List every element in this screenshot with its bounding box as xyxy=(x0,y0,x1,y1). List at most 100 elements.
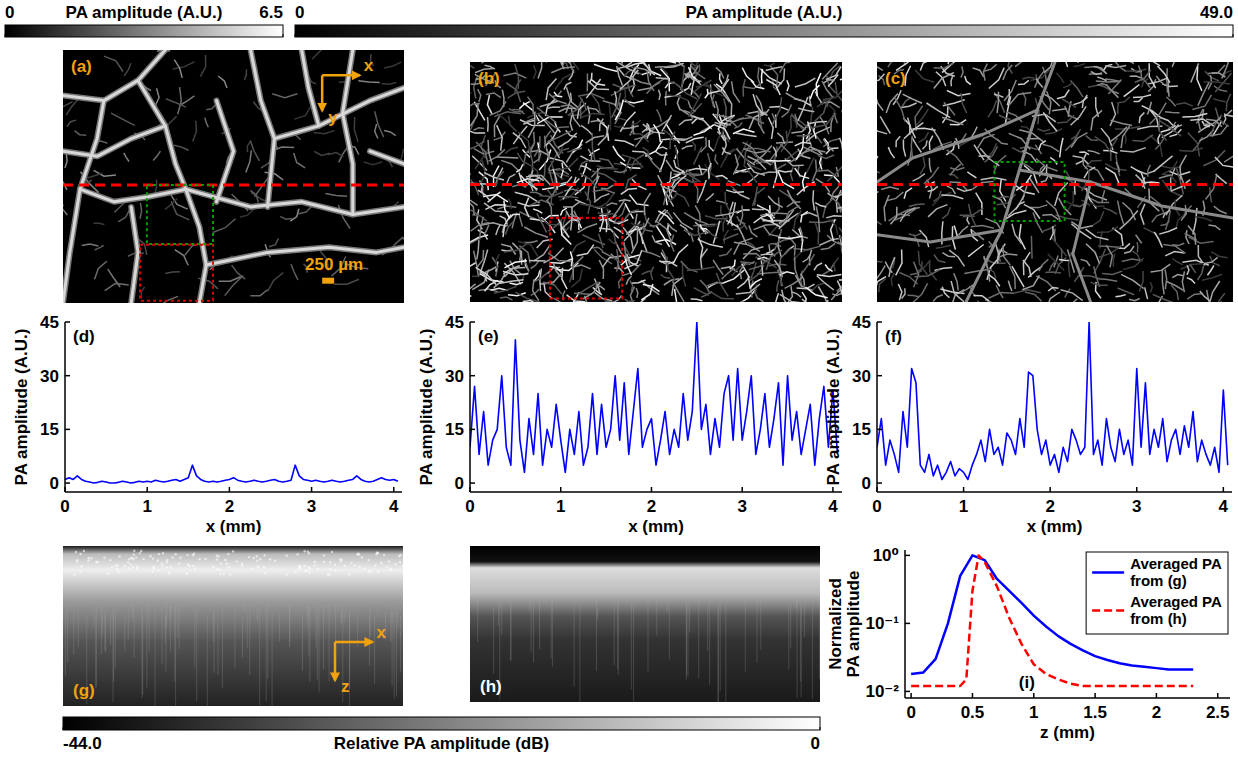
capillary xyxy=(485,225,489,234)
capillary xyxy=(1038,129,1051,132)
capillary xyxy=(206,105,215,110)
capillary xyxy=(622,62,630,64)
capillary xyxy=(1176,103,1193,106)
speckle xyxy=(314,564,316,566)
capillary xyxy=(832,293,841,295)
capillary xyxy=(714,125,730,140)
capillary xyxy=(1123,62,1134,64)
capillary xyxy=(631,223,643,225)
streak xyxy=(574,595,575,687)
capillary xyxy=(621,126,639,129)
capillary xyxy=(487,117,489,132)
capillary xyxy=(546,79,556,101)
capillary xyxy=(496,157,519,158)
vessel xyxy=(131,207,138,303)
capillary xyxy=(246,150,252,172)
capillary xyxy=(1048,288,1058,291)
capillary xyxy=(775,238,794,244)
streak xyxy=(267,603,268,679)
speckle xyxy=(219,573,221,575)
capillary xyxy=(723,234,739,240)
capillary xyxy=(667,257,675,281)
capillary xyxy=(1111,120,1132,125)
capillary xyxy=(814,263,822,270)
capillary xyxy=(954,226,957,237)
capillary xyxy=(594,194,609,203)
capillary xyxy=(1052,237,1067,256)
streak xyxy=(257,608,258,622)
capillary xyxy=(932,128,944,150)
streak xyxy=(510,606,511,660)
capillary xyxy=(625,100,634,107)
speckle xyxy=(375,553,377,555)
capillary xyxy=(1024,204,1040,219)
capillary xyxy=(675,289,679,302)
capillary xyxy=(1129,299,1140,301)
capillary xyxy=(478,190,491,201)
streak xyxy=(93,610,94,628)
capillary xyxy=(708,153,712,180)
speckle xyxy=(151,570,153,572)
capillary xyxy=(165,272,180,274)
capillary xyxy=(815,203,826,207)
capillary xyxy=(579,160,589,171)
vessel xyxy=(80,189,186,202)
capillary xyxy=(591,121,605,124)
capillary xyxy=(558,197,578,198)
capillary xyxy=(661,275,671,279)
capillary xyxy=(716,176,728,180)
capillary xyxy=(598,213,614,215)
capillary xyxy=(1074,64,1086,67)
capillary xyxy=(499,280,524,284)
capillary xyxy=(171,201,189,220)
capillary xyxy=(533,65,536,79)
capillary xyxy=(840,138,843,150)
capillary xyxy=(1019,224,1025,249)
speckle xyxy=(264,554,266,556)
speckle xyxy=(157,559,159,561)
speckle xyxy=(308,571,310,573)
roi-box xyxy=(550,218,622,299)
capillary xyxy=(105,283,129,290)
capillary xyxy=(919,132,929,142)
capillary xyxy=(671,235,674,252)
speckle xyxy=(294,571,296,573)
capillary xyxy=(1103,64,1112,71)
capillary xyxy=(915,70,934,82)
capillary xyxy=(577,245,594,256)
capillary xyxy=(63,207,67,215)
speckle xyxy=(263,566,265,568)
streak xyxy=(400,616,401,672)
capillary xyxy=(470,263,476,274)
capillary xyxy=(595,292,613,300)
streak xyxy=(175,605,176,706)
streak xyxy=(134,605,135,658)
capillary xyxy=(722,147,730,154)
speckle xyxy=(248,556,250,558)
capillary xyxy=(782,290,790,302)
capillary xyxy=(626,63,644,68)
capillary xyxy=(920,230,929,247)
capillary xyxy=(753,94,763,115)
capillary xyxy=(554,92,562,97)
capillary xyxy=(675,146,678,167)
streak xyxy=(323,605,324,669)
capillary xyxy=(750,279,762,288)
streak xyxy=(510,597,511,661)
capillary xyxy=(779,249,790,272)
capillary xyxy=(534,136,540,156)
capillary xyxy=(999,115,1011,119)
capillary xyxy=(800,227,802,241)
capillary xyxy=(803,255,811,262)
colorbar-tick xyxy=(5,34,6,37)
speckle xyxy=(142,558,144,560)
capillary xyxy=(888,62,899,67)
capillary xyxy=(1047,91,1051,114)
capillary xyxy=(501,160,520,171)
capillary xyxy=(902,97,911,106)
capillary xyxy=(903,140,905,157)
capillary xyxy=(1181,205,1186,221)
capillary xyxy=(628,82,634,97)
capillary xyxy=(615,91,617,106)
capillary xyxy=(504,268,525,277)
